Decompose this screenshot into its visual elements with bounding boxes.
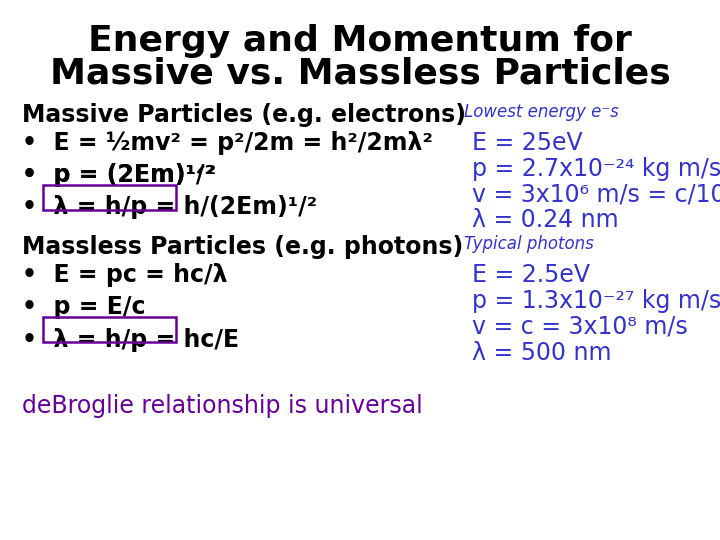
- Text: λ = 500 nm: λ = 500 nm: [472, 341, 611, 364]
- Text: λ = 0.24 nm: λ = 0.24 nm: [472, 208, 618, 232]
- Text: Energy and Momentum for: Energy and Momentum for: [88, 24, 632, 58]
- Text: •  p = (2Em)¹/²: • p = (2Em)¹/²: [22, 163, 215, 187]
- Text: Typical photons: Typical photons: [464, 235, 594, 253]
- Text: Massive vs. Massless Particles: Massive vs. Massless Particles: [50, 57, 670, 91]
- Text: •  E = pc = hc/λ: • E = pc = hc/λ: [22, 263, 228, 287]
- Text: deBroglie relationship is universal: deBroglie relationship is universal: [22, 394, 423, 418]
- Text: p = 2.7x10⁻²⁴ kg m/s: p = 2.7x10⁻²⁴ kg m/s: [472, 157, 720, 180]
- Text: v = c = 3x10⁸ m/s: v = c = 3x10⁸ m/s: [472, 315, 688, 339]
- Text: p = 1.3x10⁻²⁷ kg m/s: p = 1.3x10⁻²⁷ kg m/s: [472, 289, 720, 313]
- Text: •  p = E/c: • p = E/c: [22, 295, 145, 319]
- Text: E = 2.5eV: E = 2.5eV: [472, 263, 590, 287]
- Text: E = 25eV: E = 25eV: [472, 131, 582, 154]
- Text: Lowest energy e⁻s: Lowest energy e⁻s: [464, 103, 619, 120]
- Text: •  λ = h/p = h/(2Em)¹/²: • λ = h/p = h/(2Em)¹/²: [22, 195, 317, 219]
- Text: Massless Particles (e.g. photons): Massless Particles (e.g. photons): [22, 235, 463, 259]
- Text: •  λ = h/p = hc/E: • λ = h/p = hc/E: [22, 328, 239, 352]
- Text: •  p = (2Em)¹ᐟ²: • p = (2Em)¹ᐟ²: [22, 163, 216, 187]
- Text: v = 3x10⁶ m/s = c/100: v = 3x10⁶ m/s = c/100: [472, 183, 720, 206]
- Text: Massive Particles (e.g. electrons): Massive Particles (e.g. electrons): [22, 103, 466, 126]
- Text: •  E = ½mv² = p²/2m = h²/2mλ²: • E = ½mv² = p²/2m = h²/2mλ²: [22, 131, 433, 154]
